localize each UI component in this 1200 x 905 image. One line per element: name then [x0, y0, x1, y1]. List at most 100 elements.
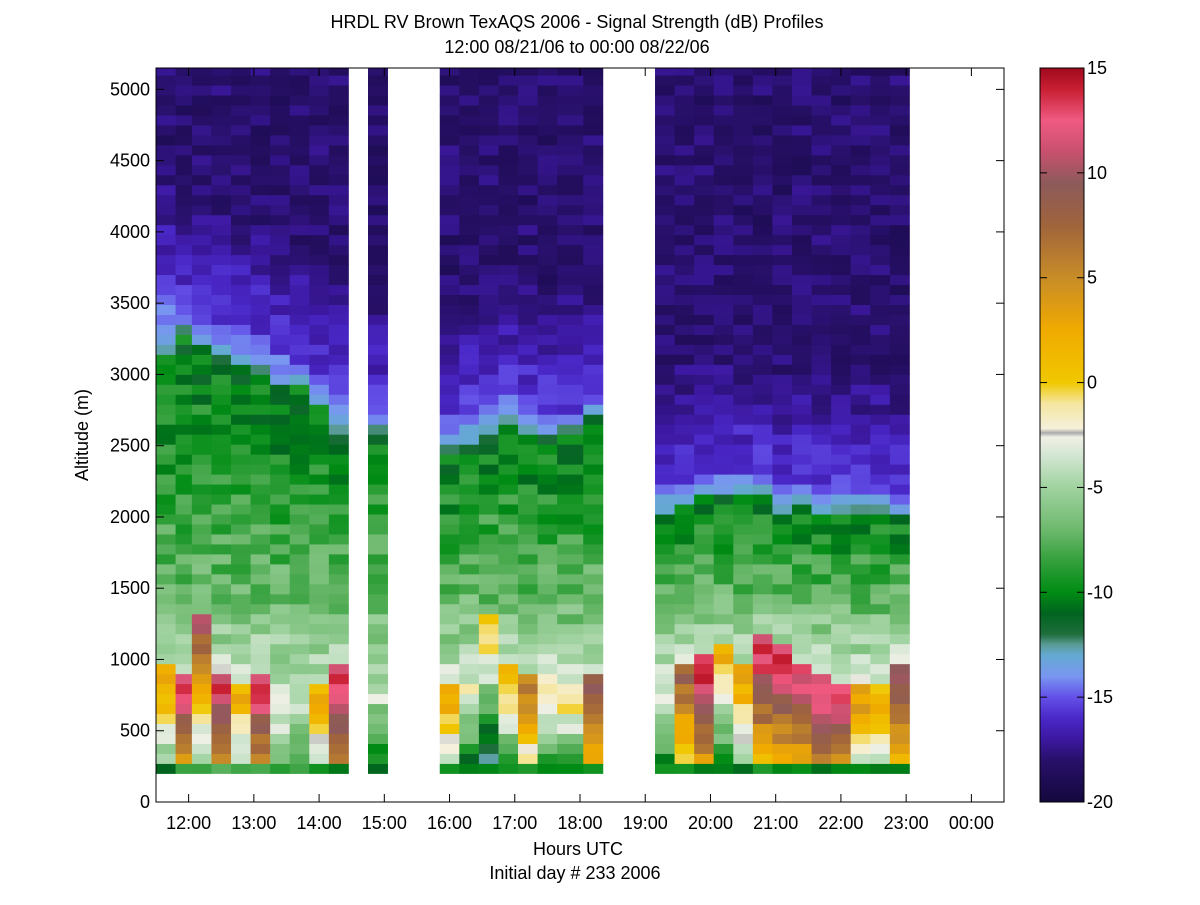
heatmap-cell [270, 623, 291, 635]
heatmap-cell [289, 314, 310, 325]
y-tick-label: 2000 [110, 507, 150, 527]
heatmap-cell [694, 354, 715, 365]
heatmap-cell [478, 254, 499, 266]
heatmap-cell [889, 334, 910, 345]
heatmap-cell [752, 254, 773, 266]
heatmap-cell [694, 68, 715, 76]
heatmap-cell [583, 414, 604, 425]
heatmap-cell [752, 554, 773, 565]
heatmap-cell [191, 194, 212, 206]
heatmap-cell [537, 693, 558, 705]
heatmap-cell [328, 85, 349, 96]
heatmap-cell [250, 164, 271, 176]
heatmap-cell [655, 474, 675, 485]
heatmap-cell [537, 524, 558, 535]
heatmap-cell [733, 224, 754, 236]
heatmap-cell [211, 504, 232, 515]
heatmap-cell [439, 743, 460, 754]
heatmap-cell [156, 743, 176, 754]
heatmap-cell [518, 194, 538, 206]
heatmap-cell [537, 723, 558, 734]
heatmap-cell [498, 344, 519, 355]
heatmap-cell [674, 723, 695, 734]
y-tick-label: 1000 [110, 649, 150, 669]
heatmap-cell [674, 534, 695, 545]
heatmap-cell [459, 234, 480, 246]
heatmap-cell [831, 174, 852, 186]
heatmap-cell [231, 85, 251, 96]
heatmap-cell [850, 184, 871, 196]
heatmap-cell [478, 294, 499, 305]
heatmap-cell [850, 85, 871, 96]
heatmap-cell [674, 134, 695, 146]
heatmap-cell [309, 394, 330, 405]
heatmap-cell [498, 274, 519, 286]
heatmap-cell [811, 583, 832, 595]
heatmap-cell [733, 154, 754, 166]
heatmap-cell [156, 264, 176, 276]
heatmap-cell [733, 264, 754, 276]
heatmap-cell [309, 184, 330, 196]
heatmap-cell [557, 673, 584, 685]
heatmap-cell [328, 264, 349, 276]
heatmap-cell [674, 454, 695, 465]
heatmap-cell [694, 144, 715, 156]
heatmap-cell [811, 224, 832, 236]
heatmap-cell [211, 743, 232, 754]
heatmap-cell [674, 174, 695, 186]
heatmap-cell [772, 633, 793, 645]
heatmap-cell [583, 244, 604, 256]
heatmap-cell [752, 68, 773, 76]
heatmap-cell [211, 633, 232, 645]
heatmap-cell [270, 683, 291, 695]
heatmap-cell [231, 504, 251, 515]
heatmap-cell [191, 304, 212, 315]
heatmap-cell [498, 573, 519, 585]
heatmap-cell [328, 504, 349, 515]
heatmap-cell [368, 573, 388, 585]
heatmap-cell [831, 314, 852, 325]
heatmap-cell [557, 374, 584, 385]
heatmap-cell [655, 623, 675, 635]
heatmap-cell [831, 354, 852, 365]
heatmap-cell [889, 68, 910, 76]
heatmap-cell [713, 723, 734, 734]
heatmap-cell [583, 364, 604, 375]
heatmap-cell [478, 115, 499, 126]
heatmap-cell [518, 563, 538, 575]
heatmap-cell [583, 454, 604, 465]
heatmap-cell [250, 663, 271, 675]
heatmap-cell [713, 554, 734, 565]
heatmap-cell [694, 613, 715, 625]
heatmap-cell [537, 75, 558, 86]
heatmap-cell [459, 125, 480, 136]
heatmap-cell [250, 683, 271, 695]
heatmap-cell [694, 474, 715, 485]
heatmap-cell [733, 534, 754, 545]
heatmap-cell [713, 544, 734, 555]
heatmap-cell [439, 264, 460, 276]
heatmap-cell [231, 374, 251, 385]
heatmap-cell [752, 374, 773, 385]
heatmap-cell [674, 494, 695, 505]
heatmap-cell [733, 75, 754, 86]
heatmap-cell [772, 334, 793, 345]
heatmap-cell [478, 414, 499, 425]
heatmap-cell [811, 274, 832, 286]
heatmap-cell [270, 563, 291, 575]
heatmap-cell [831, 603, 852, 615]
heatmap-cell [250, 693, 271, 705]
heatmap-cell [231, 214, 251, 226]
heatmap-cell [831, 224, 852, 236]
heatmap-cell [537, 194, 558, 206]
heatmap-cell [309, 454, 330, 465]
heatmap-cell [557, 294, 584, 305]
heatmap-cell [439, 234, 460, 246]
heatmap-cell [459, 95, 480, 106]
heatmap-cell [270, 115, 291, 126]
heatmap-cell [772, 434, 793, 445]
heatmap-cell [674, 683, 695, 695]
heatmap-cell [850, 454, 871, 465]
heatmap-cell [850, 504, 871, 515]
heatmap-cell [557, 643, 584, 655]
